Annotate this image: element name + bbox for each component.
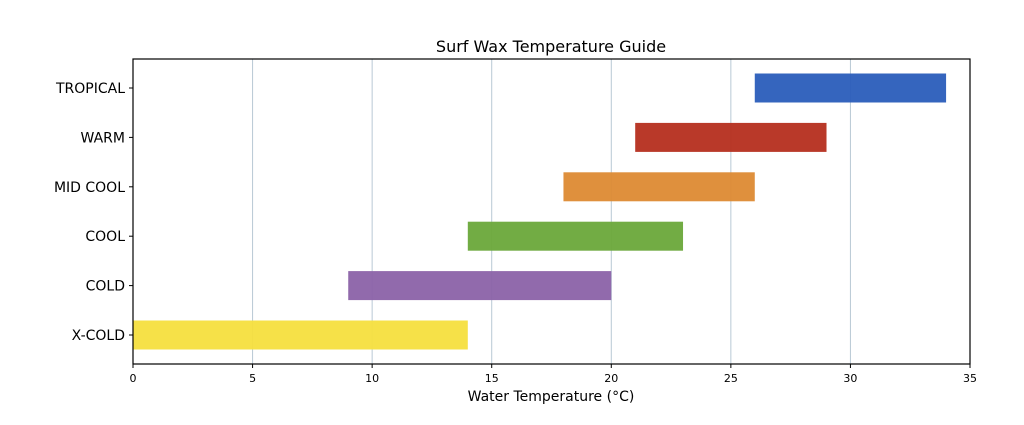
grid-lines xyxy=(252,59,851,364)
bar-tropical xyxy=(754,73,947,103)
bar-cold xyxy=(348,271,612,301)
x-tick-label: 25 xyxy=(724,372,738,385)
bar-cool xyxy=(467,221,684,251)
x-tick-label: 35 xyxy=(963,372,977,385)
x-tick-label: 15 xyxy=(485,372,499,385)
x-tick-label: 20 xyxy=(604,372,618,385)
x-tick-label: 5 xyxy=(249,372,256,385)
x-tick-label: 10 xyxy=(365,372,379,385)
x-axis-label: Water Temperature (°C) xyxy=(468,389,635,405)
y-axis: X-COLD COLD COOL MID COOL WARM TROPICAL xyxy=(54,81,133,344)
y-tick-label: X-COLD xyxy=(72,328,125,344)
bar-mid-cool xyxy=(563,172,755,202)
y-tick-label: WARM xyxy=(81,130,125,146)
y-tick-label: MID COOL xyxy=(54,180,125,196)
bar-warm xyxy=(635,122,827,152)
x-tick-label: 30 xyxy=(843,372,857,385)
y-tick-label: TROPICAL xyxy=(55,81,125,97)
y-tick-label: COLD xyxy=(86,279,125,295)
y-tick-label: COOL xyxy=(85,229,125,245)
x-tick-label: 0 xyxy=(130,372,137,385)
x-axis: 0 5 10 15 20 25 30 35 xyxy=(130,364,977,385)
bars xyxy=(133,73,947,350)
chart-title: Surf Wax Temperature Guide xyxy=(436,37,666,56)
bar-x-cold xyxy=(133,320,468,350)
plot-frame xyxy=(132,58,971,365)
